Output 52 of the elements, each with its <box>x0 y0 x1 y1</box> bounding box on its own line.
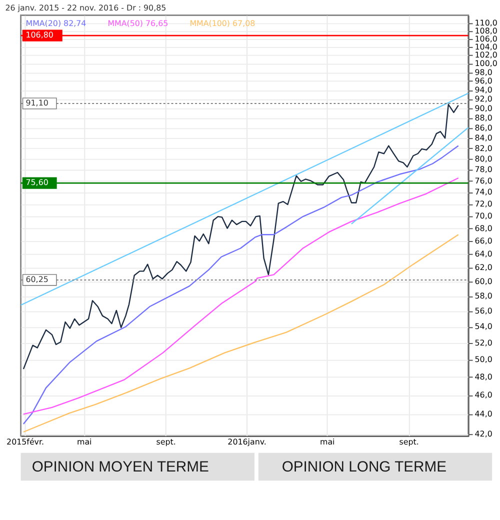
y-tick-label: 60,0 <box>474 277 492 286</box>
y-tick-label: 62,0 <box>474 263 492 272</box>
y-tick-label: 108,0 <box>474 26 498 36</box>
y-tick-label: 88,0 <box>474 114 492 123</box>
text: OPINION LONG TERME <box>282 460 447 476</box>
y-tick-label: 96,0 <box>474 76 492 86</box>
y-tick-label: 70,0 <box>474 211 492 220</box>
y-tick-label: 110,0 <box>474 18 498 28</box>
y-tick-label: 84,0 <box>474 134 492 143</box>
text: MMA(100) 67,08 <box>190 19 256 28</box>
y-tick-label: 86,0 <box>474 124 492 133</box>
y-tick-label: 50,0 <box>474 355 492 364</box>
y-tick-label: 54,0 <box>474 322 492 332</box>
y-tick-label: 72,0 <box>474 199 492 208</box>
y-tick-label: 52,0 <box>474 338 492 348</box>
y-tick-label: 98,0 <box>474 68 492 77</box>
chart-title: 26 janv. 2015 - 22 nov. 2016 - Dr : 90,85 <box>5 4 166 13</box>
y-tick-label: 64,0 <box>474 250 492 259</box>
y-tick-label: 104,0 <box>474 42 498 52</box>
y-tick-label: 76,0 <box>474 176 492 186</box>
x-tick-label: mai <box>320 437 335 446</box>
text: MMA(50) 76,65 <box>108 19 168 28</box>
y-tick-label: 92,0 <box>474 94 492 104</box>
ref-line-label: 106,80 <box>26 30 54 40</box>
text: MMA(20) 82,74 <box>26 19 86 28</box>
x-tick-label: sept. <box>156 437 176 446</box>
y-tick-label: 80,0 <box>474 154 492 164</box>
y-tick-label: 58,0 <box>474 292 492 301</box>
y-tick-label: 44,0 <box>474 410 492 419</box>
line-series <box>22 234 459 433</box>
y-tick-label: 56,0 <box>474 306 492 316</box>
x-tick-label: 2015févr. <box>6 437 44 446</box>
ref-line-label: 75,60 <box>26 178 48 188</box>
x-tick-label: 2016janv. <box>228 437 266 446</box>
y-tick-label: 102,0 <box>474 50 498 60</box>
ref-line-label: 60,25 <box>26 274 48 284</box>
y-tick-label: 90,0 <box>474 104 492 114</box>
text: OPINION MOYEN TERME <box>32 460 210 476</box>
y-tick-label: 82,0 <box>474 144 492 153</box>
y-tick-label: 78,0 <box>474 165 492 174</box>
y-tick-label: 100,0 <box>474 59 498 68</box>
x-tick-label: sept. <box>399 437 419 446</box>
y-tick-label: 74,0 <box>474 188 492 197</box>
y-tick-label: 46,0 <box>474 390 492 400</box>
y-tick-label: 106,0 <box>474 34 498 44</box>
y-tick-label: 66,0 <box>474 236 492 246</box>
ref-line-label: 91,10 <box>26 98 48 108</box>
y-tick-label: 68,0 <box>474 224 492 233</box>
x-tick-label: mai <box>76 437 92 446</box>
y-tick-label: 48,0 <box>474 372 492 382</box>
y-tick-label: 42,0 <box>474 430 492 438</box>
y-tick-label: 94,0 <box>474 86 492 95</box>
